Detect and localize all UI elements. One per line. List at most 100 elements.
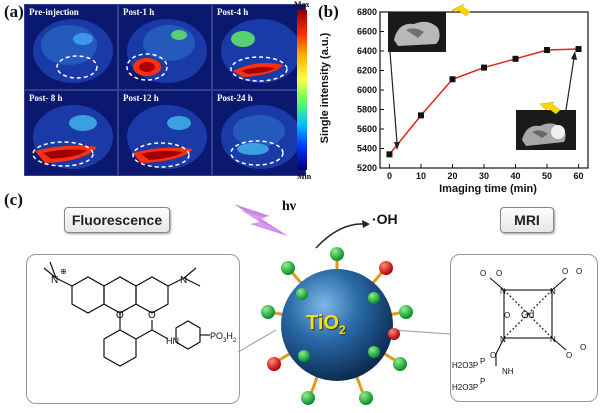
fluorescence-label: Fluorescence (64, 207, 170, 233)
inset-pointer-after-head (571, 51, 577, 60)
rhodamine-o-ring: O (116, 310, 124, 321)
mri-tile-6: Post-24 h (212, 90, 306, 176)
gd-complex-structure: Gd N N N N O O O O O O O O NH P P H2O3P … (452, 267, 586, 392)
y-tick-label: 5800 (357, 105, 377, 115)
data-point (386, 151, 393, 158)
rhodamine-n-left: N (51, 275, 58, 286)
panel-b-label: (b) (318, 2, 339, 21)
mri-tile-2: Post-1 h (118, 4, 212, 90)
oh-radical-label: ·OH (372, 211, 398, 227)
chart-x-axis-title: Imaging time (min) (439, 183, 537, 195)
photo-reaction-graphic (234, 204, 370, 249)
x-tick-label: 60 (574, 171, 584, 181)
reaction-arrow-head (362, 220, 370, 228)
x-tick-label: 50 (542, 171, 552, 181)
mri-tile-1: Pre-injection (24, 4, 118, 90)
data-point (575, 46, 582, 53)
gd-n-1: N (500, 287, 506, 296)
colorbar-max-label: Max (294, 0, 310, 9)
mri-tile-5-label: Post-12 h (123, 93, 159, 103)
yellow-arrow-icon (539, 101, 561, 115)
colorbar-min-label: Min (297, 172, 312, 181)
gd-o-3: O (562, 267, 568, 276)
chart-y-axis-title: Single intensity (a.u.) (319, 32, 331, 143)
x-tick-label: 30 (479, 171, 489, 181)
x-tick-label: 20 (447, 171, 457, 181)
mri-tile-2-label: Post-1 h (123, 7, 155, 17)
panel-c-label: (c) (4, 190, 23, 209)
mri-tile-1-label: Pre-injection (29, 7, 79, 17)
rhodamine-amide-nh: HN (166, 336, 179, 346)
gd-h2o3p-bottom: H2O3P (452, 383, 478, 392)
mri-tile-4-image (32, 105, 113, 169)
data-point (481, 64, 487, 71)
data-point (417, 112, 424, 119)
mri-tile-2-image (126, 19, 207, 83)
chart-axes: 5200 5400 5600 5800 6000 6200 6400 6600 6800 0 10 2… (357, 7, 589, 181)
x-tick-label: 0 (387, 171, 392, 181)
mri-tile-6-image (221, 105, 301, 169)
gd-o-4: O (576, 267, 582, 276)
gd-o-5: O (566, 351, 572, 360)
hv-label: hν (282, 199, 297, 214)
mri-tile-5: Post-12 h (118, 90, 212, 176)
gd-p-2: P (480, 377, 485, 386)
y-tick-label: 6400 (357, 46, 377, 56)
gd-h2o3p-top: H2O3P (452, 361, 478, 370)
rhodamine-amide-o: O (148, 310, 156, 321)
mri-tile-3-image (221, 19, 301, 83)
mri-tile-5-image (127, 105, 207, 169)
gd-o-2: O (480, 269, 486, 278)
rhodamine-structure-box (26, 254, 240, 404)
light-bolt-icon (234, 204, 288, 236)
inset-pointer-after (565, 57, 575, 111)
intensity-chart: 5200 5400 5600 5800 6000 6200 6400 6600 6800 0 10 2… (319, 3, 589, 195)
gd-complex-structure-box (450, 254, 598, 402)
gd-n-4: N (550, 335, 556, 344)
gd-o-7: O (504, 311, 510, 320)
x-tick-label: 10 (416, 171, 426, 181)
rhodamine-n-right: N (180, 275, 187, 286)
gd-p-1: P (480, 357, 485, 366)
gd-center: Gd (521, 310, 534, 321)
gd-n-2: N (550, 287, 556, 296)
inset-pointer-before-head (394, 142, 400, 150)
gd-o-6: O (580, 343, 586, 352)
colorbar (297, 10, 307, 170)
y-tick-label: 6600 (357, 27, 377, 37)
mri-tile-4-label: Post- 8 h (29, 93, 63, 103)
rhodamine-charge: ⊕ (60, 267, 67, 276)
reaction-arrow (315, 223, 367, 249)
y-tick-label: 6200 (357, 66, 377, 76)
gd-n-3: N (500, 335, 506, 344)
rhodamine-po3h2: PO3H2 (210, 331, 237, 344)
chart-series (386, 46, 582, 158)
gd-nh: NH (502, 367, 514, 376)
mri-tile-3: Post-4 h (212, 4, 306, 90)
yellow-arrow-icon (451, 3, 471, 17)
panel-a-label: (a) (4, 2, 24, 21)
inset-mri-after (516, 110, 576, 150)
mri-tile-4: Post- 8 h (24, 90, 118, 176)
rhodamine-structure: N ⊕ O N O HN PO3H2 (43, 261, 237, 367)
y-tick-label: 5600 (357, 124, 377, 134)
mri-tile-3-label: Post-4 h (217, 7, 249, 17)
x-tick-label: 40 (511, 171, 521, 181)
data-point (449, 76, 456, 83)
tio2-nanoparticle (261, 247, 413, 405)
tio2-label: TiO2 (306, 312, 346, 337)
mri-label: MRI (500, 207, 554, 233)
mri-tile-1-image (33, 19, 113, 83)
y-tick-label: 5400 (357, 144, 377, 154)
inset-mri-before (388, 12, 446, 52)
inset-pointer-before (389, 51, 398, 144)
data-point (544, 47, 551, 54)
y-tick-label: 6000 (357, 85, 377, 95)
y-tick-label: 5200 (357, 163, 377, 173)
mri-tile-6-label: Post-24 h (217, 93, 253, 103)
data-point (512, 55, 519, 62)
y-tick-label: 6800 (357, 7, 377, 17)
dye-molecules (261, 247, 413, 405)
gd-amide-o: O (490, 351, 496, 360)
